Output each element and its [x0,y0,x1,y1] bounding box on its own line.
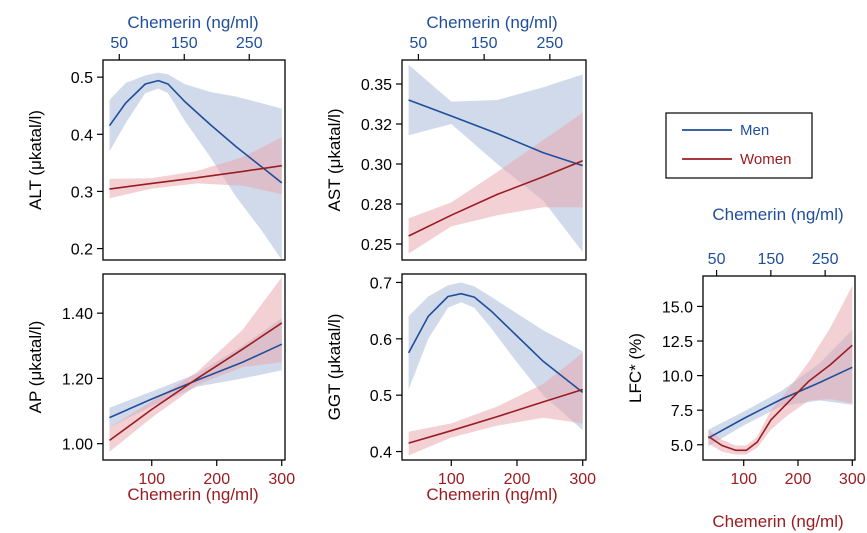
lfc-women-line [707,344,853,452]
lfc-y-tick-label: 5.0 [671,438,693,455]
legend-women-label: Women [740,151,791,168]
ap-y-tick-label: 1.20 [62,371,93,388]
alt-panel: 0.2 0.3 0.4 0.5 50 150 250 ALT (μkatal/l) [26,35,286,261]
alt-top-tick-label: 50 [110,35,128,52]
lfc-men-line [708,366,853,439]
ggt-men-ci-band [408,282,583,431]
ast-top-tick-label: 250 [537,35,564,52]
alt-men-line [108,79,283,184]
alt-y-tick-label: 0.3 [71,184,93,201]
ggt-panel: 0.4 0.5 0.6 0.7 100 200 300 GGT (μkatal/l) [325,273,596,488]
ap-men-ci-band [109,318,282,428]
ggt-bottom-tick-label: 100 [438,471,465,488]
ap-panel: 1.00 1.20 1.40 100 200 300 AP (μkatal/l) [26,273,295,488]
lfc-bottom-tick-label: 200 [785,471,812,488]
alt-plot-frame [102,59,286,261]
ast-y-tick-label: 0.28 [361,197,392,214]
ggt-y-axis-title: GGT (μkatal/l) [325,314,344,421]
lfc-top-tick-label: 50 [708,251,726,268]
ap-bottom-tick-label: 300 [268,471,295,488]
ast-plot-frame [401,59,587,261]
ast-y-tick-label: 0.35 [361,77,392,94]
ast-panel: 0.25 0.28 0.30 0.32 0.35 50 150 250 AST (μkatal/… [325,35,587,261]
lfc-panel: 5.0 7.5 10.0 12.5 15.0 50 150 250 100 200 300 LFC* … [626,251,866,488]
ast-top-tick-label: 150 [471,35,498,52]
ast-women-ci-band [408,112,583,254]
ap-y-tick-label: 1.40 [62,306,93,323]
ast-y-axis-title: AST (μkatal/l) [325,108,344,211]
lfc-y-tick-label: 7.5 [671,403,693,420]
lfc-y-tick-label: 12.5 [662,334,693,351]
legend-box [665,112,813,179]
alt-men-ci-band [109,72,282,260]
lfc-y-tick-label: 15.0 [662,299,693,316]
ggt-y-tick-label: 0.5 [370,388,392,405]
ast-y-tick-label: 0.25 [361,237,392,254]
ggt-bottom-tick-label: 200 [504,471,531,488]
top-axis-title-middle: Chemerin (ng/ml) [426,13,557,32]
lfc-y-tick-label: 10.0 [662,369,693,386]
ggt-y-tick-label: 0.6 [370,332,392,349]
ggt-bottom-tick-label: 300 [569,471,596,488]
alt-women-line [109,164,282,190]
alt-y-tick-label: 0.4 [71,127,93,144]
ast-y-tick-label: 0.30 [361,157,392,174]
alt-y-tick-label: 0.5 [71,70,93,87]
ast-men-line [408,99,583,167]
alt-top-tick-label: 250 [236,35,263,52]
ap-y-tick-label: 1.00 [62,437,93,454]
bottom-axis-title-right: Chemerin (ng/ml) [712,512,843,531]
ast-top-tick-label: 50 [410,35,428,52]
ggt-men-line [407,292,584,394]
lfc-plot-frame [702,275,856,461]
ap-women-ci-band [109,277,282,452]
alt-top-tick-label: 150 [171,35,198,52]
top-axis-title-right: Chemerin (ng/ml) [712,205,843,224]
ap-bottom-tick-label: 200 [203,471,230,488]
ggt-women-line [408,388,583,444]
ggt-y-tick-label: 0.4 [370,445,392,462]
ap-men-line [109,343,283,419]
ggt-plot-frame [401,273,587,461]
top-axis-title-left: Chemerin (ng/ml) [127,13,258,32]
ap-plot-frame [102,273,286,461]
ap-y-axis-title: AP (μkatal/l) [26,321,45,414]
ggt-y-tick-label: 0.7 [370,275,392,292]
ap-bottom-tick-label: 100 [138,471,165,488]
lfc-men-ci-band [708,330,853,447]
ast-y-tick-label: 0.32 [361,117,392,134]
legend: Men Women [665,112,813,179]
legend-men-label: Men [740,122,769,139]
bottom-axis-title-left: Chemerin (ng/ml) [127,485,258,504]
lfc-top-tick-label: 150 [758,251,785,268]
ast-men-ci-band [408,64,583,252]
bottom-axis-title-middle: Chemerin (ng/ml) [426,485,557,504]
alt-y-axis-title: ALT (μkatal/l) [26,110,45,210]
ast-women-line [408,160,584,237]
ap-women-line [109,322,283,442]
alt-y-tick-label: 0.2 [71,242,93,259]
lfc-y-axis-title: LFC* (%) [626,333,645,403]
lfc-bottom-tick-label: 300 [839,471,866,488]
lfc-bottom-tick-label: 100 [730,471,757,488]
lfc-top-tick-label: 250 [812,251,839,268]
